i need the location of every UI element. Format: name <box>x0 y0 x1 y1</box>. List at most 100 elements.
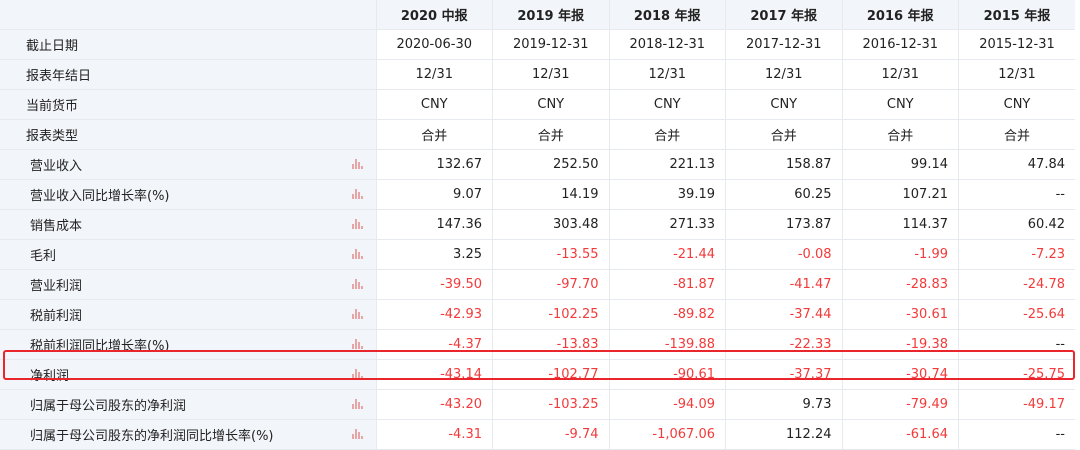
table-cell: 合并 <box>958 119 1075 150</box>
row-label-text: 截止日期 <box>26 39 79 54</box>
table-cell: 12/31 <box>958 59 1075 90</box>
table-cell: -25.64 <box>958 299 1075 330</box>
table-cell: 221.13 <box>608 149 726 180</box>
table-cell: 47.84 <box>958 149 1075 180</box>
table-cell: -7.23 <box>958 239 1075 270</box>
table-cell: -41.47 <box>725 269 842 300</box>
table-cell: -102.25 <box>492 299 609 330</box>
period-header[interactable]: 2020 中报 <box>375 0 493 30</box>
row-label: 毛利 <box>0 239 376 270</box>
table-cell: -37.37 <box>725 359 842 390</box>
table-row: 报表年结日 12/31 12/31 12/31 12/31 12/31 12/31 <box>0 59 1075 90</box>
bar-chart-icon[interactable] <box>351 249 363 259</box>
table-cell: 12/31 <box>841 59 959 90</box>
table-cell: -39.50 <box>375 269 493 300</box>
table-cell: 合并 <box>725 119 842 150</box>
table-cell: 303.48 <box>492 209 609 240</box>
table-row: 截止日期 2020-06-30 2019-12-31 2018-12-31 2017-1… <box>0 29 1075 60</box>
table-cell: -0.08 <box>725 239 842 270</box>
row-label-text: 营业收入 <box>30 159 83 174</box>
row-label-text: 报表年结日 <box>26 69 92 84</box>
table-row: 税前利润 -42.93 -102.25 -89.82 -37.44 -30.61 -25.6… <box>0 299 1075 330</box>
row-label: 报表类型 <box>0 119 376 150</box>
table-cell: 107.21 <box>841 179 959 210</box>
table-cell: 147.36 <box>375 209 493 240</box>
table-row: 当前货币 CNY CNY CNY CNY CNY CNY <box>0 89 1075 120</box>
table-cell: -90.61 <box>608 359 726 390</box>
table-cell: CNY <box>958 89 1075 120</box>
bar-chart-icon[interactable] <box>351 339 363 349</box>
period-header[interactable]: 2019 年报 <box>492 0 609 30</box>
row-label: 税前利润 <box>0 299 376 330</box>
table-cell: -97.70 <box>492 269 609 300</box>
table-cell: -102.77 <box>492 359 609 390</box>
row-label-text: 归属于母公司股东的净利润 <box>30 399 187 414</box>
table-cell: 14.19 <box>492 179 609 210</box>
bar-chart-icon[interactable] <box>351 279 363 289</box>
table-cell: 合并 <box>841 119 959 150</box>
table-cell: 271.33 <box>608 209 726 240</box>
period-header[interactable]: 2016 年报 <box>841 0 959 30</box>
table-cell: -13.55 <box>492 239 609 270</box>
table-cell: -28.83 <box>841 269 959 300</box>
table-cell: 2015-12-31 <box>958 29 1075 60</box>
table-cell: 39.19 <box>608 179 726 210</box>
table-cell: 合并 <box>492 119 609 150</box>
table-cell: CNY <box>841 89 959 120</box>
table-cell: -- <box>958 179 1075 210</box>
row-label: 销售成本 <box>0 209 376 240</box>
table-row: 毛利 3.25 -13.55 -21.44 -0.08 -1.99 -7.23 <box>0 239 1075 270</box>
table-cell: 3.25 <box>375 239 493 270</box>
table-cell: CNY <box>725 89 842 120</box>
table-cell: -94.09 <box>608 389 726 420</box>
table-cell: -19.38 <box>841 329 959 360</box>
table-cell: -25.75 <box>958 359 1075 390</box>
row-label: 营业收入 <box>0 149 376 180</box>
bar-chart-icon[interactable] <box>351 189 363 199</box>
bar-chart-icon[interactable] <box>351 159 363 169</box>
table-cell: -13.83 <box>492 329 609 360</box>
period-header[interactable]: 2017 年报 <box>725 0 842 30</box>
table-cell: -22.33 <box>725 329 842 360</box>
table-cell: 60.42 <box>958 209 1075 240</box>
table-cell: -79.49 <box>841 389 959 420</box>
table-row: 税前利润同比增长率(%) -4.37 -13.83 -139.88 -22.33 -19.… <box>0 329 1075 360</box>
table-cell: -89.82 <box>608 299 726 330</box>
row-label: 营业利润 <box>0 269 376 300</box>
bar-chart-icon[interactable] <box>351 399 363 409</box>
table-cell: 252.50 <box>492 149 609 180</box>
table-cell: -139.88 <box>608 329 726 360</box>
table-row: 报表类型 合并 合并 合并 合并 合并 合并 <box>0 119 1075 150</box>
table-cell: -4.37 <box>375 329 493 360</box>
table-cell: CNY <box>375 89 493 120</box>
period-header[interactable]: 2018 年报 <box>608 0 726 30</box>
bar-chart-icon[interactable] <box>351 429 363 439</box>
table-cell: 12/31 <box>608 59 726 90</box>
table-cell: 99.14 <box>841 149 959 180</box>
table-cell: -37.44 <box>725 299 842 330</box>
row-label-text: 销售成本 <box>30 219 83 234</box>
bar-chart-icon[interactable] <box>351 369 363 379</box>
table-cell: 9.07 <box>375 179 493 210</box>
table-cell: 9.73 <box>725 389 842 420</box>
row-label-text: 税前利润同比增长率(%) <box>30 339 170 354</box>
header-corner <box>0 0 376 30</box>
period-header[interactable]: 2015 年报 <box>958 0 1075 30</box>
bar-chart-icon[interactable] <box>351 219 363 229</box>
table-cell: 132.67 <box>375 149 493 180</box>
table-cell: 2017-12-31 <box>725 29 842 60</box>
table-cell: CNY <box>492 89 609 120</box>
table-row: 营业收入 132.67 252.50 221.13 158.87 99.14 47.84 <box>0 149 1075 180</box>
table-cell: -43.20 <box>375 389 493 420</box>
table-cell: -81.87 <box>608 269 726 300</box>
table-row: 营业利润 -39.50 -97.70 -81.87 -41.47 -28.83 -24.78 <box>0 269 1075 300</box>
bar-chart-icon[interactable] <box>351 309 363 319</box>
table-cell: 合并 <box>608 119 726 150</box>
table-row: 销售成本 147.36 303.48 271.33 173.87 114.37 60.42 <box>0 209 1075 240</box>
table-cell: -30.74 <box>841 359 959 390</box>
row-label-text: 毛利 <box>30 249 57 264</box>
table-cell: 158.87 <box>725 149 842 180</box>
table-cell: -24.78 <box>958 269 1075 300</box>
row-label: 截止日期 <box>0 29 376 60</box>
